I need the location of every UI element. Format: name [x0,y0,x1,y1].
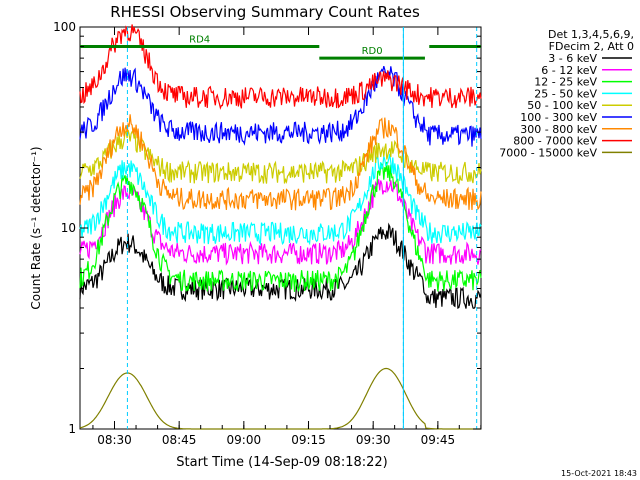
series-line-5 [79,65,482,147]
legend-label-1: 6 - 12 keV [541,64,597,77]
legend-header-line1: Det 1,3,4,5,6,9, [548,28,634,41]
legend-label-4: 50 - 100 keV [527,99,597,112]
y-tick-label-0: 1 [68,422,76,436]
x-tick-label-2: 09:00 [227,433,262,447]
legend: Det 1,3,4,5,6,9, FDecim 2, Att 0 3 - 6 k… [499,28,634,159]
x-tick-label-1: 08:45 [162,433,197,447]
series-line-0 [79,222,482,309]
x-tick-label-4: 09:30 [356,433,391,447]
series-line-4 [79,129,482,185]
series-line-3 [79,153,482,246]
flag-layer: RD4 RD0 [80,27,481,429]
legend-label-6: 300 - 800 keV [520,123,597,136]
legend-label-2: 12 - 25 keV [534,76,597,89]
x-tick-label-0: 08:30 [97,433,132,447]
x-axis-label: Start Time (14-Sep-09 08:18:22) [176,455,387,470]
legend-label-8: 7000 - 15000 keV [499,146,597,159]
legend-label-7: 800 - 7000 keV [513,135,597,148]
flag-label-1: RD0 [362,46,383,57]
y-axis-label: Count Rate (s⁻¹ detector⁻¹) [29,146,43,309]
legend-label-5: 100 - 300 keV [520,111,597,124]
x-tick-label-5: 09:45 [421,433,456,447]
chart-title: RHESSI Observing Summary Count Rates [110,3,420,21]
flag-label-0: RD4 [189,34,210,45]
legend-label-0: 3 - 6 keV [548,52,597,65]
legend-label-3: 25 - 50 keV [534,87,597,100]
timestamp: 15-Oct-2021 18:43 [561,469,637,478]
series-layer [79,24,482,430]
series-line-8 [79,367,481,430]
axis-layer: 1 10 100 08:30 08:45 09:00 09:15 09:30 09:45 [53,20,482,447]
series-line-6 [79,114,482,211]
y-tick-label-1: 10 [61,221,76,235]
series-line-7 [79,24,482,110]
y-tick-label-2: 100 [53,20,76,34]
legend-header-line2: FDecim 2, Att 0 [549,40,634,53]
series-line-2 [79,161,482,292]
x-tick-label-3: 09:15 [291,433,326,447]
